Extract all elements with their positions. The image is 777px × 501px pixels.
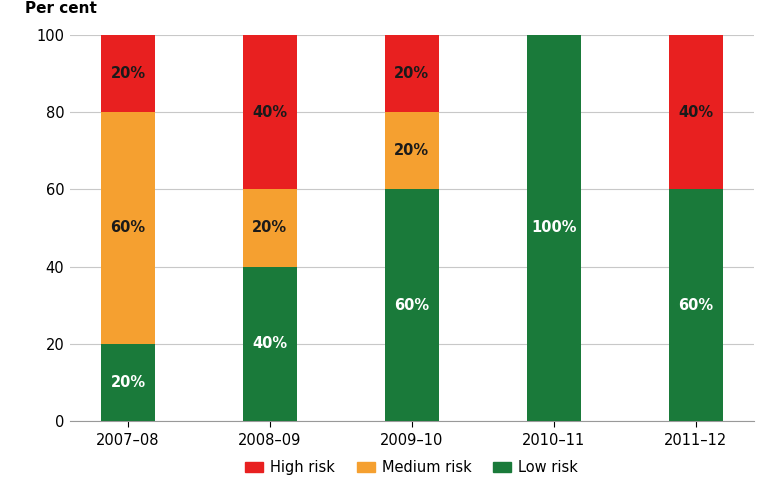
Text: Per cent: Per cent (26, 1, 97, 16)
Bar (385, 112, 439, 189)
Text: 20%: 20% (110, 66, 145, 81)
Text: 20%: 20% (394, 143, 430, 158)
Bar (385, 189, 439, 421)
Text: 20%: 20% (110, 375, 145, 390)
Text: 20%: 20% (394, 66, 430, 81)
Bar (101, 35, 155, 112)
Bar (243, 35, 297, 189)
Bar (669, 189, 723, 421)
Text: 40%: 40% (678, 105, 713, 120)
Bar (385, 35, 439, 112)
Text: 60%: 60% (678, 298, 713, 313)
Bar (243, 267, 297, 421)
Bar (101, 344, 155, 421)
Bar (101, 112, 155, 344)
Bar (669, 35, 723, 189)
Text: 40%: 40% (253, 105, 287, 120)
Text: 60%: 60% (394, 298, 430, 313)
Legend: High risk, Medium risk, Low risk: High risk, Medium risk, Low risk (239, 454, 584, 481)
Text: 40%: 40% (253, 336, 287, 351)
Text: 20%: 20% (253, 220, 287, 235)
Text: 60%: 60% (110, 220, 145, 235)
Text: 100%: 100% (531, 220, 577, 235)
Bar (243, 189, 297, 267)
Bar (527, 35, 580, 421)
